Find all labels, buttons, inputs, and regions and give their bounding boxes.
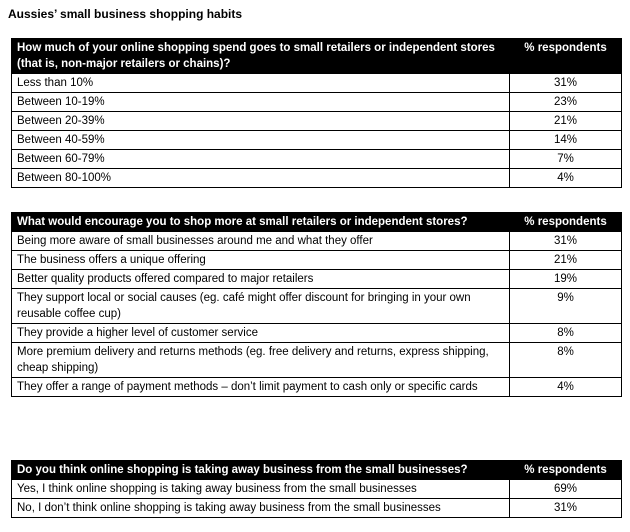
row-label: They support local or social causes (eg.… [11, 288, 510, 324]
percent-header: % respondents [509, 212, 622, 232]
row-value: 4% [509, 377, 622, 397]
row-value: 23% [509, 92, 622, 112]
row-value: 19% [509, 269, 622, 289]
table-row: Between 80-100% 4% [11, 168, 622, 188]
row-label: They offer a range of payment methods – … [11, 377, 510, 397]
row-value: 14% [509, 130, 622, 150]
row-label: Between 80-100% [11, 168, 510, 188]
table-header-row: What would encourage you to shop more at… [11, 212, 622, 232]
row-label: Between 10-19% [11, 92, 510, 112]
question-header: How much of your online shopping spend g… [11, 38, 510, 74]
table-row: Being more aware of small businesses aro… [11, 231, 622, 251]
row-value: 31% [509, 73, 622, 93]
table-header-row: Do you think online shopping is taking a… [11, 460, 622, 480]
row-value: 8% [509, 323, 622, 343]
percent-header: % respondents [509, 38, 622, 74]
question-header: What would encourage you to shop more at… [11, 212, 510, 232]
row-value: 4% [509, 168, 622, 188]
table-row: Better quality products offered compared… [11, 269, 622, 289]
table-row: They provide a higher level of customer … [11, 323, 622, 343]
row-value: 21% [509, 111, 622, 131]
table-row: Between 60-79% 7% [11, 149, 622, 169]
encourage-shopping-table: What would encourage you to shop more at… [11, 212, 622, 397]
percent-header: % respondents [509, 460, 622, 480]
row-value: 31% [509, 231, 622, 251]
row-label: No, I don’t think online shopping is tak… [11, 498, 510, 518]
table-row: No, I don’t think online shopping is tak… [11, 498, 622, 518]
table-row: They offer a range of payment methods – … [11, 377, 622, 397]
table-row: Between 10-19% 23% [11, 92, 622, 112]
row-value: 8% [509, 342, 622, 378]
row-value: 69% [509, 479, 622, 499]
row-value: 9% [509, 288, 622, 324]
table-row: Between 40-59% 14% [11, 130, 622, 150]
row-label: More premium delivery and returns method… [11, 342, 510, 378]
row-label: Less than 10% [11, 73, 510, 93]
table-row: The business offers a unique offering 21% [11, 250, 622, 270]
row-value: 31% [509, 498, 622, 518]
row-label: Between 60-79% [11, 149, 510, 169]
row-label: Yes, I think online shopping is taking a… [11, 479, 510, 499]
table-row: Yes, I think online shopping is taking a… [11, 479, 622, 499]
table-row: They support local or social causes (eg.… [11, 288, 622, 324]
table-row: Less than 10% 31% [11, 73, 622, 93]
table-row: Between 20-39% 21% [11, 111, 622, 131]
row-label: Between 20-39% [11, 111, 510, 131]
row-label: They provide a higher level of customer … [11, 323, 510, 343]
row-label: The business offers a unique offering [11, 250, 510, 270]
question-header: Do you think online shopping is taking a… [11, 460, 510, 480]
row-label: Between 40-59% [11, 130, 510, 150]
spend-share-table: How much of your online shopping spend g… [11, 38, 622, 188]
online-shopping-impact-table: Do you think online shopping is taking a… [11, 460, 622, 518]
page-title: Aussies’ small business shopping habits [8, 7, 243, 21]
row-value: 21% [509, 250, 622, 270]
table-row: More premium delivery and returns method… [11, 342, 622, 378]
table-header-row: How much of your online shopping spend g… [11, 38, 622, 74]
row-value: 7% [509, 149, 622, 169]
row-label: Better quality products offered compared… [11, 269, 510, 289]
row-label: Being more aware of small businesses aro… [11, 231, 510, 251]
